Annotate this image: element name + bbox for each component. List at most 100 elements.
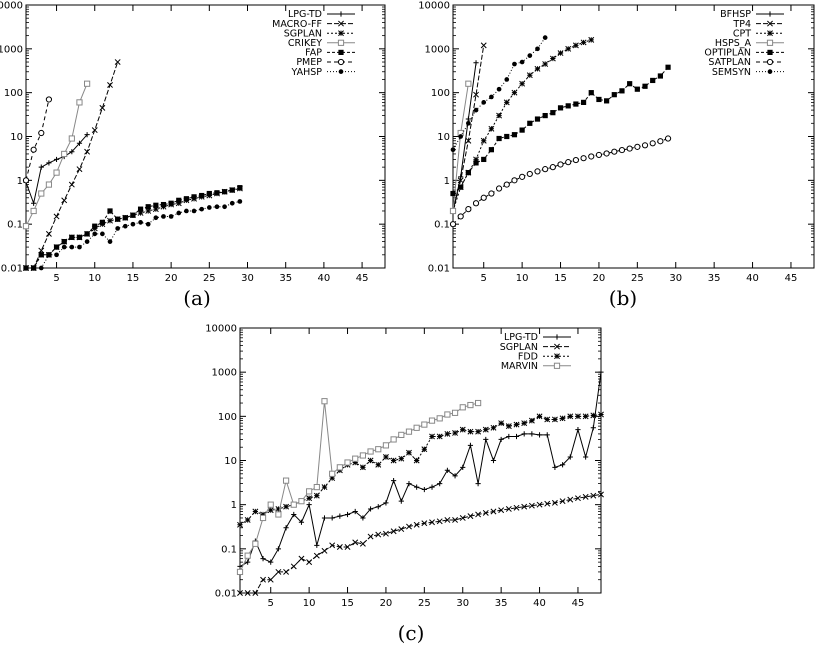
data-point <box>306 488 313 495</box>
data-point <box>137 206 144 212</box>
data-point <box>583 454 589 460</box>
series-lpg-td <box>23 132 90 206</box>
data-point <box>145 208 152 214</box>
data-point <box>54 252 59 258</box>
legend-marker <box>337 58 345 66</box>
data-point <box>107 81 113 88</box>
legend-label: FDD <box>518 351 538 362</box>
series-pmep <box>22 96 53 184</box>
data-point <box>460 464 466 470</box>
data-point <box>590 425 596 431</box>
data-point <box>84 80 91 87</box>
data-point <box>329 515 335 521</box>
data-point <box>503 99 510 106</box>
legend-marker <box>767 69 773 74</box>
data-point <box>521 431 527 437</box>
data-point <box>575 427 581 433</box>
data-point <box>153 202 159 208</box>
data-point <box>298 555 305 562</box>
data-point <box>511 177 518 184</box>
data-point <box>429 484 435 490</box>
data-point <box>53 169 60 176</box>
data-point <box>504 77 510 82</box>
series-semsyn <box>450 35 548 153</box>
data-point <box>436 518 443 525</box>
data-point <box>498 436 504 443</box>
legend-label: MARVIN <box>501 361 538 372</box>
data-point <box>550 110 556 116</box>
data-point <box>481 156 487 163</box>
data-point <box>283 525 289 531</box>
data-point <box>580 99 587 105</box>
data-point <box>444 411 451 418</box>
data-point <box>413 521 420 528</box>
data-point <box>490 424 497 431</box>
data-point <box>382 530 389 537</box>
data-point <box>344 459 351 466</box>
data-point <box>367 533 374 540</box>
data-point <box>511 132 518 138</box>
data-point <box>572 42 579 49</box>
data-point <box>344 511 351 518</box>
data-point <box>53 244 60 250</box>
data-point <box>46 252 52 258</box>
data-point <box>84 239 90 244</box>
data-point <box>314 542 320 548</box>
legend-marker <box>338 69 344 74</box>
data-point <box>291 511 297 518</box>
series-marvin <box>236 398 482 576</box>
data-point <box>321 398 328 405</box>
data-point <box>22 177 30 184</box>
data-point <box>360 515 366 521</box>
data-point <box>452 517 459 523</box>
data-point <box>130 221 136 227</box>
y-tick-label: 1000 <box>212 368 237 379</box>
data-point <box>183 196 190 202</box>
data-point <box>145 221 151 227</box>
series-optiplan <box>450 64 671 197</box>
data-point <box>565 45 572 52</box>
legend-marker <box>554 353 560 360</box>
panel-caption: (b) <box>609 286 637 310</box>
y-tick-label: 100 <box>431 88 450 99</box>
data-point <box>398 526 405 533</box>
data-point <box>473 60 479 66</box>
series-line <box>239 372 602 567</box>
data-point <box>489 94 494 100</box>
x-tick-label: 25 <box>631 273 644 284</box>
data-point <box>30 207 37 215</box>
series-hsps-a <box>449 80 472 215</box>
data-point <box>352 539 359 546</box>
data-point <box>161 214 166 219</box>
data-point <box>421 520 428 527</box>
x-tick-label: 35 <box>708 273 721 284</box>
data-point <box>76 234 83 240</box>
data-point <box>521 503 528 510</box>
legend-marker <box>338 30 344 37</box>
data-point <box>657 138 664 145</box>
data-point <box>526 72 533 79</box>
y-tick-label: 1 <box>17 176 23 187</box>
y-tick-label: 0.01 <box>428 264 450 275</box>
data-point <box>598 369 604 375</box>
data-point <box>99 219 105 225</box>
legend-label: LPG-TD <box>504 332 538 343</box>
y-tick-label: 0.1 <box>221 544 237 555</box>
series-line <box>452 39 592 212</box>
data-point <box>512 61 517 67</box>
y-tick-label: 10000 <box>0 1 23 12</box>
legend-marker <box>338 20 344 27</box>
data-point <box>496 112 503 119</box>
data-point <box>480 137 487 144</box>
data-point <box>634 143 641 150</box>
x-tick-label: 20 <box>593 273 606 284</box>
data-point <box>604 98 610 104</box>
data-point <box>206 205 212 210</box>
panel-caption: (a) <box>183 286 211 310</box>
data-point <box>459 515 466 521</box>
legend-label: SEMSYN <box>712 67 751 78</box>
data-point <box>38 265 44 271</box>
data-point <box>459 404 466 411</box>
data-point <box>76 99 83 106</box>
data-point <box>536 501 543 508</box>
